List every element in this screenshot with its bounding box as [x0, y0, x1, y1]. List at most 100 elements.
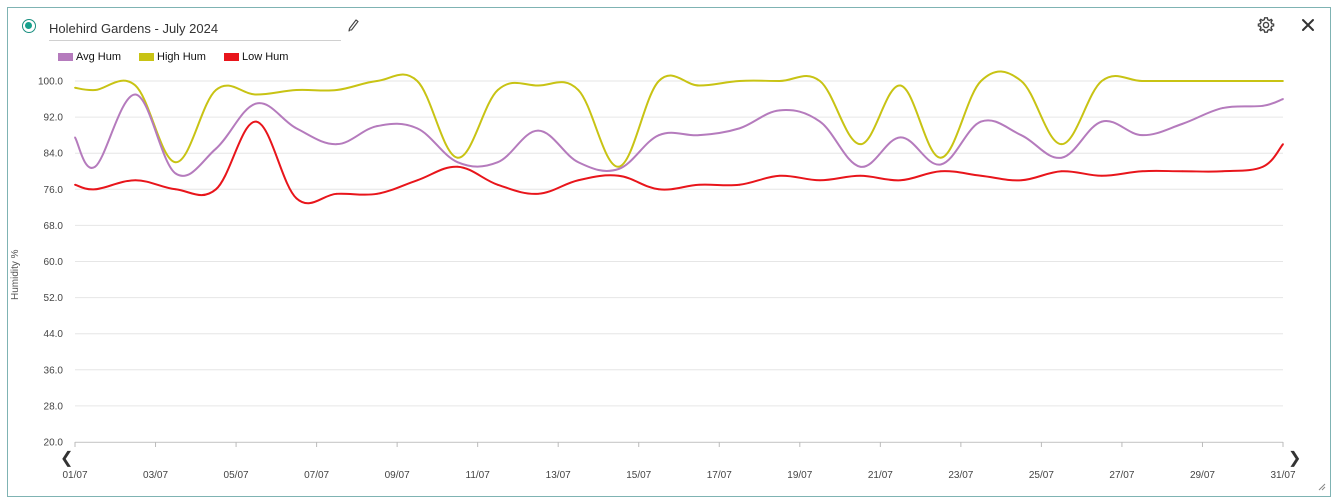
legend-item-high[interactable]: High Hum: [139, 51, 206, 63]
data-point: [819, 179, 821, 182]
data-point: [1261, 80, 1264, 82]
data-point: [738, 127, 741, 130]
chart-panel: [7, 7, 1331, 497]
y-tick-label: 76.0: [44, 185, 64, 196]
data-point: [617, 168, 620, 170]
data-point: [819, 80, 821, 82]
data-point: [1221, 107, 1224, 109]
x-tick-label: 17/07: [707, 470, 732, 481]
data-point: [537, 84, 539, 87]
y-tick-label: 60.0: [44, 257, 64, 268]
data-point: [657, 134, 660, 137]
data-point: [899, 84, 902, 87]
y-tick-label: 36.0: [44, 365, 64, 376]
x-tick-label: 21/07: [868, 470, 893, 481]
data-point: [617, 174, 620, 177]
x-tick-label: 19/07: [787, 470, 812, 481]
data-point: [1100, 80, 1103, 82]
radio-selected-icon[interactable]: [22, 19, 36, 33]
x-tick-label: 27/07: [1109, 470, 1134, 481]
data-point: [456, 165, 459, 168]
x-tick-label: 03/07: [143, 470, 168, 481]
data-point: [174, 161, 177, 164]
data-point: [778, 109, 781, 112]
x-tick-label: 09/07: [385, 470, 410, 481]
chart-legend: Avg Hum High Hum Low Hum: [58, 51, 288, 63]
data-point: [939, 170, 942, 173]
data-point: [577, 161, 580, 164]
y-tick-label: 100.0: [38, 77, 63, 88]
data-point: [657, 80, 660, 82]
data-point: [939, 156, 942, 159]
x-tick-label: 11/07: [466, 470, 491, 481]
data-point: [1020, 80, 1023, 82]
x-tick-label: 13/07: [546, 470, 571, 481]
data-point: [1100, 120, 1103, 123]
data-point: [1282, 98, 1284, 100]
data-point: [295, 89, 298, 91]
data-point: [1282, 80, 1284, 82]
data-point: [456, 156, 459, 159]
gear-icon[interactable]: [1257, 16, 1275, 34]
data-point: [859, 143, 862, 146]
legend-item-low[interactable]: Low Hum: [223, 51, 288, 63]
data-point: [980, 80, 982, 82]
data-point: [698, 84, 701, 87]
x-tick-label: 31/07: [1270, 470, 1295, 481]
data-point: [215, 147, 217, 150]
data-point: [255, 102, 258, 105]
data-point: [416, 80, 419, 82]
legend-swatch-low: [223, 53, 239, 61]
y-tick-label: 20.0: [44, 438, 64, 449]
data-point: [1020, 179, 1023, 182]
series-line-avg-hum: [74, 93, 1284, 177]
data-point: [376, 192, 378, 195]
data-point: [496, 183, 499, 186]
data-point: [1181, 122, 1184, 125]
data-point: [496, 161, 499, 164]
data-point: [577, 89, 580, 91]
data-point: [778, 80, 781, 82]
data-point: [859, 165, 862, 168]
data-point: [94, 89, 97, 91]
series-line-high-hum: [74, 70, 1283, 168]
data-point: [416, 127, 419, 130]
data-point: [456, 161, 459, 164]
y-tick-label: 44.0: [44, 329, 64, 340]
data-point: [1060, 143, 1063, 146]
y-tick-label: 28.0: [44, 401, 64, 412]
data-point: [1060, 156, 1063, 159]
data-point: [899, 179, 902, 182]
x-tick-label: 29/07: [1190, 470, 1215, 481]
data-point: [537, 129, 539, 132]
data-point: [295, 127, 298, 130]
data-point: [980, 120, 982, 123]
legend-swatch-high: [139, 53, 155, 61]
data-point: [1282, 143, 1284, 146]
data-point: [1141, 170, 1143, 173]
scroll-left-icon[interactable]: ❮: [60, 450, 74, 467]
data-point: [899, 136, 902, 139]
data-point: [819, 120, 821, 123]
legend-swatch-avg: [58, 53, 73, 61]
data-point: [255, 120, 258, 123]
data-point: [859, 174, 862, 177]
data-point: [1181, 170, 1184, 173]
data-point: [174, 172, 177, 175]
pencil-icon[interactable]: [346, 18, 360, 32]
data-point: [577, 179, 580, 182]
data-point: [94, 188, 97, 191]
resize-handle-icon[interactable]: [1316, 481, 1326, 491]
data-point: [74, 86, 76, 89]
data-point: [174, 188, 177, 191]
data-point: [335, 89, 338, 91]
legend-item-avg[interactable]: Avg Hum: [58, 51, 121, 63]
data-point: [1261, 104, 1264, 107]
data-point: [1020, 134, 1023, 137]
x-tick-label: 05/07: [224, 470, 249, 481]
scroll-right-icon[interactable]: ❯: [1288, 450, 1302, 467]
x-tick-label: 15/07: [626, 470, 651, 481]
chart-title-input[interactable]: [49, 16, 341, 41]
data-point: [1100, 174, 1103, 177]
close-icon[interactable]: [1300, 17, 1316, 33]
